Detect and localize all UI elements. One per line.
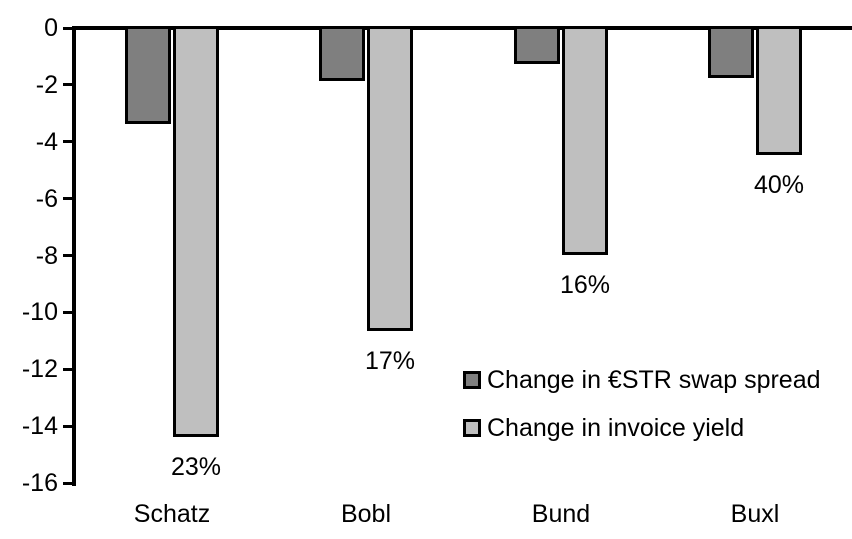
y-axis-tick bbox=[63, 425, 75, 428]
bar-swap-spread-bund bbox=[514, 26, 560, 64]
bar-invoice-yield-schatz bbox=[173, 26, 219, 437]
value-label-bund: 16% bbox=[559, 271, 611, 299]
x-axis-category-label-bund: Bund bbox=[531, 500, 591, 528]
legend-label-invoice-yield: Change in invoice yield bbox=[487, 414, 745, 442]
y-axis-tick bbox=[63, 368, 75, 371]
y-axis-tick bbox=[63, 254, 75, 257]
legend: Change in €STR swap spread Change in inv… bbox=[463, 366, 821, 462]
x-axis-category-label-schatz: Schatz bbox=[133, 500, 211, 528]
y-axis-tick-label: -4 bbox=[35, 128, 58, 156]
y-axis-tick bbox=[63, 482, 75, 485]
y-axis-tick bbox=[63, 197, 75, 200]
legend-item-invoice-yield: Change in invoice yield bbox=[463, 414, 821, 442]
bar-invoice-yield-buxl bbox=[756, 26, 802, 155]
x-axis-category-label-bobl: Bobl bbox=[340, 500, 392, 528]
y-axis-tick-label: -6 bbox=[35, 185, 58, 213]
legend-swatch-invoice-yield bbox=[463, 419, 481, 437]
bar-swap-spread-bobl bbox=[319, 26, 365, 81]
y-axis-tick-label: -10 bbox=[21, 298, 58, 326]
value-label-bobl: 17% bbox=[364, 347, 416, 375]
value-label-schatz: 23% bbox=[170, 453, 222, 481]
y-axis-tick-label: -16 bbox=[21, 469, 58, 497]
value-label-buxl: 40% bbox=[753, 171, 805, 199]
bar-invoice-yield-bobl bbox=[367, 26, 413, 331]
bar-invoice-yield-bund bbox=[562, 26, 608, 255]
y-axis-tick-label: -2 bbox=[35, 71, 58, 99]
x-axis-category-label-buxl: Buxl bbox=[730, 500, 780, 528]
y-axis-tick-label: -14 bbox=[21, 412, 58, 440]
legend-swatch-swap-spread bbox=[463, 371, 481, 389]
x-axis-zero-line bbox=[72, 26, 852, 30]
y-axis-tick bbox=[63, 140, 75, 143]
y-axis-tick bbox=[63, 27, 75, 30]
y-axis-tick bbox=[63, 311, 75, 314]
legend-item-swap-spread: Change in €STR swap spread bbox=[463, 366, 821, 394]
y-axis-tick-label: 0 bbox=[44, 14, 58, 42]
y-axis-tick-label: -12 bbox=[21, 355, 58, 383]
bar-swap-spread-buxl bbox=[708, 26, 754, 78]
y-axis-tick bbox=[63, 83, 75, 86]
y-axis-tick-label: -8 bbox=[35, 242, 58, 270]
bar-swap-spread-schatz bbox=[125, 26, 171, 124]
legend-label-swap-spread: Change in €STR swap spread bbox=[487, 366, 821, 394]
